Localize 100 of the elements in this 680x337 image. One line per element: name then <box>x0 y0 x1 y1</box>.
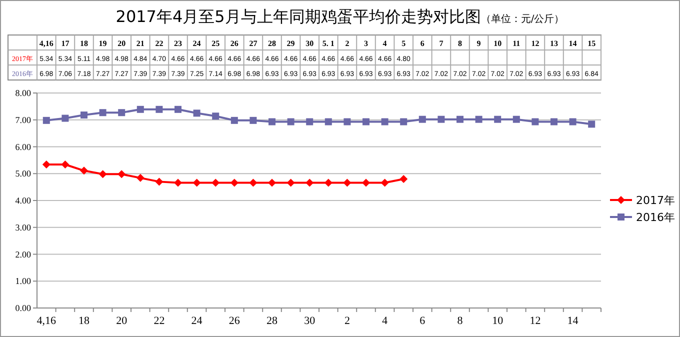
point <box>118 109 126 116</box>
x-tick-label: 10 <box>494 39 502 48</box>
x-tick-label: 19 <box>98 39 107 48</box>
point <box>80 112 88 119</box>
x-tick-label: 3 <box>364 39 368 48</box>
point <box>80 166 88 175</box>
point <box>512 116 520 123</box>
y-tick-label: 3.00 <box>15 222 32 232</box>
point <box>156 106 163 113</box>
point <box>99 109 106 116</box>
point <box>362 118 370 126</box>
y-tick-label: 5.00 <box>15 168 32 179</box>
point <box>381 118 388 126</box>
legend-label: 2017年 <box>636 194 675 207</box>
category-label: 6 <box>420 315 426 327</box>
point <box>136 106 144 113</box>
point <box>42 160 50 168</box>
x-tick-label: 29 <box>286 39 295 48</box>
point <box>42 116 50 124</box>
point <box>588 120 596 128</box>
x-tick-label: 28 <box>268 39 276 48</box>
legend-label: 2016年 <box>636 211 675 224</box>
point <box>268 178 276 187</box>
point <box>118 170 126 178</box>
point <box>569 118 576 126</box>
point <box>268 118 276 126</box>
category-label: 26 <box>228 315 240 327</box>
x-tick-label: 17 <box>61 39 70 48</box>
y-tick-label: 1.00 <box>15 276 32 286</box>
point <box>250 116 257 124</box>
x-tick-label: 13 <box>550 39 558 48</box>
point <box>62 114 69 122</box>
x-tick-label: 8 <box>458 39 462 48</box>
point <box>306 118 314 126</box>
point <box>230 116 238 124</box>
point <box>475 116 482 123</box>
x-tick-label: 21 <box>136 39 144 48</box>
x-tick-label: 9 <box>476 39 481 48</box>
point <box>494 116 502 123</box>
x-tick-label: 4 <box>382 39 387 48</box>
point <box>193 110 200 117</box>
point <box>174 106 182 113</box>
category-label: 22 <box>154 315 165 327</box>
x-tick-label: 25 <box>212 39 220 48</box>
point <box>249 178 258 187</box>
x-tick-label: 6 <box>420 39 424 48</box>
point <box>192 178 201 187</box>
point <box>418 116 426 123</box>
category-label: 28 <box>266 315 278 327</box>
point <box>532 118 539 126</box>
y-tick-label: 7.00 <box>15 114 32 125</box>
y-tick-label: 8.00 <box>15 88 32 98</box>
category-label: 12 <box>530 315 541 327</box>
point <box>61 160 70 168</box>
x-tick-label: 27 <box>249 39 258 48</box>
x-tick-label: 24 <box>192 39 201 48</box>
point <box>438 116 445 123</box>
point <box>287 118 294 126</box>
category-label: 14 <box>567 315 578 327</box>
x-tick-label: 11 <box>512 39 520 48</box>
x-tick-label: 14 <box>568 39 577 48</box>
point <box>98 170 107 178</box>
y-tick-label: 6.00 <box>15 142 32 152</box>
point <box>230 178 238 187</box>
x-tick-label: 12 <box>531 39 540 48</box>
y-tick-label: 0.00 <box>15 303 32 313</box>
x-tick-label: 4,16 <box>39 39 54 48</box>
point <box>136 174 144 182</box>
point <box>212 112 220 120</box>
point <box>456 116 464 123</box>
point <box>400 175 408 183</box>
x-tick-label: 18 <box>80 39 88 48</box>
x-tick-label: 22 <box>155 39 164 48</box>
point <box>286 178 295 187</box>
x-tick-label: 15 <box>588 39 596 48</box>
x-tick-label: 5 <box>402 39 406 48</box>
point <box>550 118 558 126</box>
point <box>362 178 370 187</box>
point <box>400 118 408 126</box>
category-label: 30 <box>304 315 316 327</box>
x-tick-label: 5. 1 <box>322 39 334 48</box>
point <box>155 178 164 186</box>
point <box>324 178 332 187</box>
x-tick-label: 26 <box>230 39 238 48</box>
point <box>212 178 220 187</box>
x-tick-label: 30 <box>306 39 314 48</box>
point <box>306 178 314 187</box>
category-label: 18 <box>78 315 90 327</box>
y-tick-label: 2.00 <box>15 249 32 260</box>
point <box>380 178 389 187</box>
category-label: 24 <box>191 315 202 327</box>
point <box>324 118 332 126</box>
y-tick-label: 4.00 <box>15 196 32 206</box>
category-label: 4,16 <box>36 315 56 327</box>
point <box>174 178 182 187</box>
x-tick-label: 2 <box>345 39 350 48</box>
x-tick-label: 20 <box>118 39 126 48</box>
point <box>344 118 351 126</box>
category-label: 20 <box>116 315 128 327</box>
x-tick-label: 23 <box>174 39 182 48</box>
